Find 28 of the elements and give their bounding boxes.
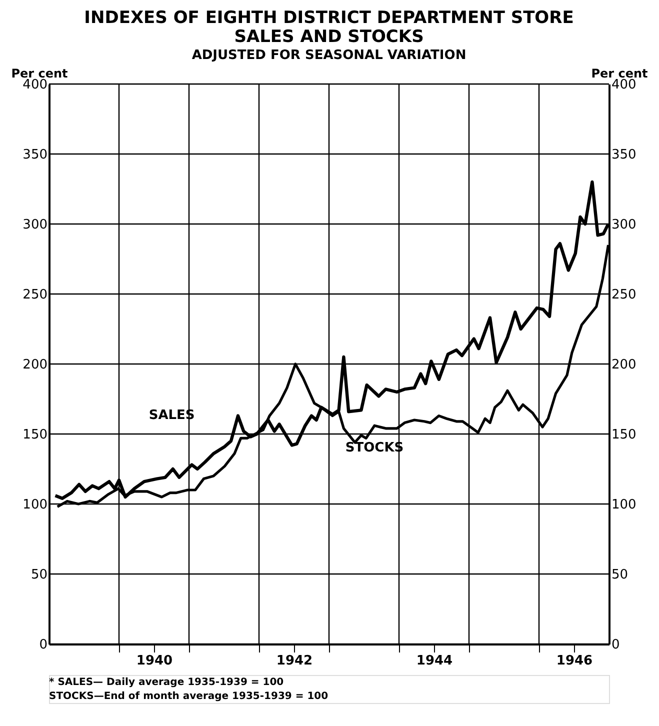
chart-subtitle: ADJUSTED FOR SEASONAL VARIATION (192, 48, 466, 63)
x-tick-label: 1944 (416, 654, 453, 668)
y2-tick-label: 200 (612, 358, 636, 372)
y-axis-title: Per cent (11, 66, 68, 80)
y-tick-label: 350 (22, 148, 48, 162)
y2-tick-label: 50 (612, 568, 628, 582)
y2-tick-label: 350 (612, 148, 636, 162)
y-tick-label: 150 (22, 428, 48, 442)
y2-tick-label: 150 (612, 428, 636, 442)
y2-tick-label: 250 (612, 288, 636, 302)
x-tick-label: 1946 (556, 654, 593, 668)
y-tick-label: 200 (22, 358, 48, 372)
y2-tick-label: 100 (612, 498, 636, 512)
x-tick-label: 1942 (276, 654, 313, 668)
y-tick-label: 250 (22, 288, 48, 302)
y-tick-label: 400 (22, 78, 48, 92)
y-tick-label: 300 (22, 218, 48, 232)
y-tick-label: 100 (22, 498, 48, 512)
y-tick-label: 0 (39, 638, 48, 652)
y-tick-label: 50 (30, 568, 48, 582)
y2-tick-label: 0 (612, 638, 620, 652)
chart-title: INDEXES OF EIGHTH DISTRICT DEPARTMENT STORE SALES AND STOCKS (84, 8, 574, 47)
text: * SALES— Daily average 1935-1939 = 100 (49, 677, 284, 688)
y2-axis-title: Per cent (591, 66, 648, 80)
x-tick-label: 1940 (136, 654, 173, 668)
text: STOCKS—End of month average 1935-1939 = 100 (49, 691, 328, 702)
y2-tick-label: 400 (612, 78, 636, 92)
y2-tick-label: 300 (612, 218, 636, 232)
